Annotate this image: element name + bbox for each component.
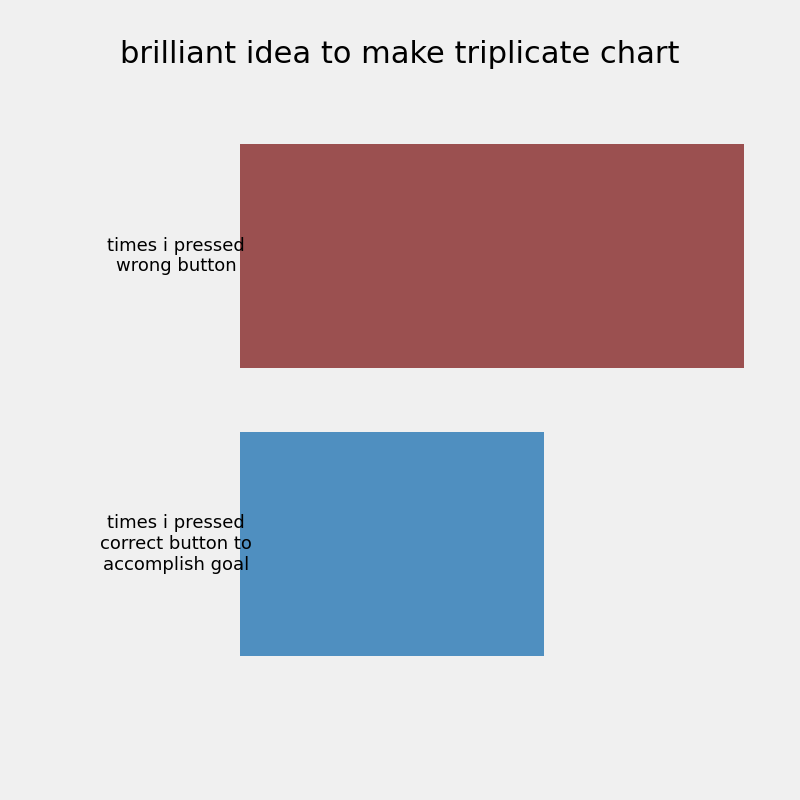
Text: times i pressed
correct button to
accomplish goal: times i pressed correct button to accomp… xyxy=(100,514,252,574)
Text: brilliant idea to make triplicate chart: brilliant idea to make triplicate chart xyxy=(120,40,680,69)
Text: times i pressed
wrong button: times i pressed wrong button xyxy=(107,237,245,275)
